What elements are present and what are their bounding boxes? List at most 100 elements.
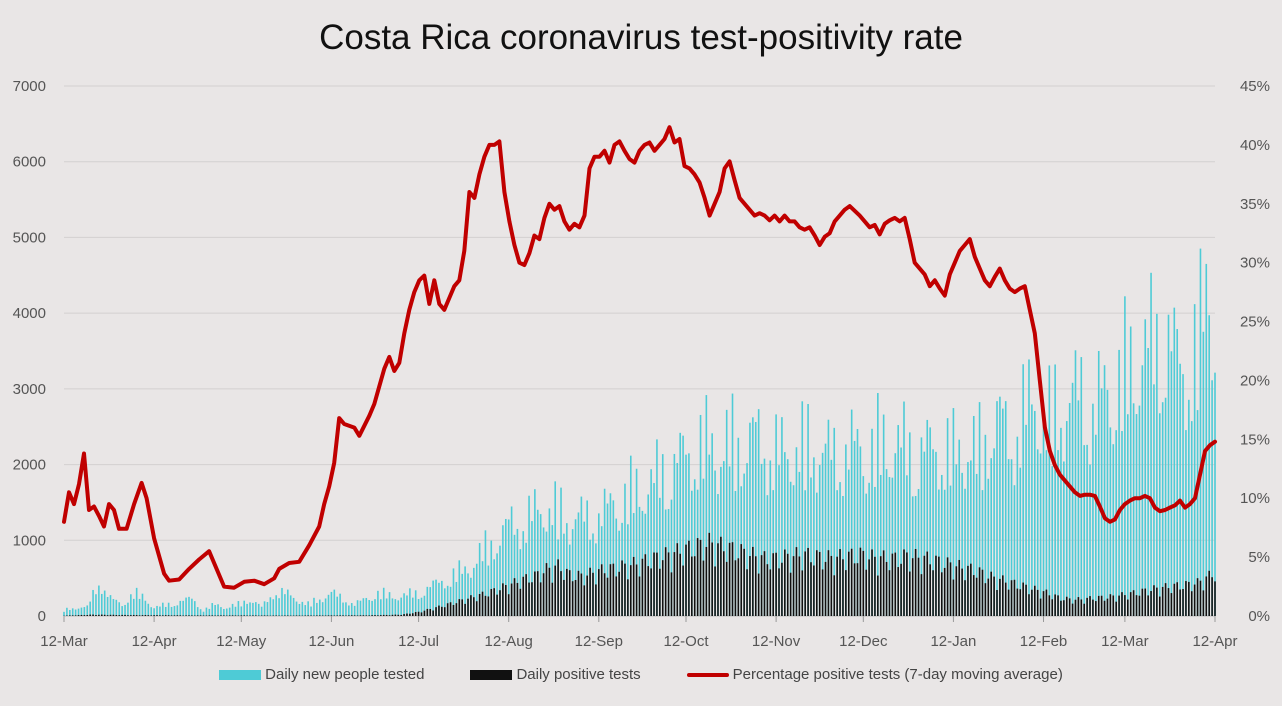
positive-bar [967,565,969,616]
tested-bar [391,598,394,616]
tested-bar [923,451,926,616]
positive-bar [897,567,899,616]
positive-bar [336,615,339,616]
tested-bar [255,602,257,616]
tested-bar [170,606,173,616]
tested-bar [211,603,214,616]
positive-bar [1095,601,1097,616]
positive-bar [406,613,408,616]
tested-bar [1010,459,1013,616]
tested-bar [534,489,536,616]
tested-bar [374,599,376,616]
tested-bar [214,605,216,616]
positive-bar [441,606,443,616]
y-left-tick-label: 7000 [13,78,46,95]
positive-bar [516,582,519,616]
positive-bar [1208,570,1210,616]
positive-bar [650,568,652,616]
positive-bar [1144,588,1147,616]
tested-bar [926,419,929,616]
positive-bar [185,615,187,616]
positive-bar [365,615,368,616]
tested-bar [975,473,978,616]
positive-bar [987,578,990,616]
tested-bar [1025,424,1027,616]
positive-bar [891,553,894,616]
tested-bar [682,435,684,616]
tested-bar [865,493,868,616]
tested-bar [185,597,187,616]
positive-bar [847,551,850,616]
positive-bar [179,615,182,616]
positive-bar [792,556,795,616]
tested-bar [196,607,199,616]
positive-bar [836,556,838,616]
tested-bar [138,598,141,616]
positive-bar [670,572,673,616]
tested-bar [955,464,958,616]
positive-bar [781,562,783,616]
positive-bar [414,612,417,616]
tested-bar [507,519,510,616]
legend-label-percent: Percentage positive tests (7-day moving … [732,666,1063,683]
positive-bar [879,556,882,616]
tested-bar [702,478,705,616]
tested-bar [830,459,833,616]
tested-bar [749,422,751,616]
tested-bar [83,607,86,616]
tested-bar [1054,364,1056,616]
tested-bar [324,598,327,616]
positive-bar [737,558,740,616]
positive-bar [1190,591,1193,616]
tested-bar [304,605,307,616]
y-right-tick-label: 5% [1248,549,1270,566]
positive-bar [708,532,711,616]
tested-bar [269,597,272,616]
positive-bar [580,573,583,616]
tested-bar [385,598,388,616]
tested-bar [284,594,286,616]
tested-bar [1205,263,1208,616]
tested-bar [885,469,888,616]
positive-bar [946,557,949,616]
tested-bar [1156,313,1158,616]
positive-bar [429,609,432,616]
y-left-tick-label: 4000 [13,305,46,322]
positive-bar [548,567,551,616]
tested-bar [1103,365,1106,616]
tested-bar [609,493,612,616]
tested-bar [676,462,679,616]
positive-bar [932,570,934,616]
tested-bar [1051,466,1054,616]
tested-bar [1013,485,1016,616]
tested-bar [109,595,112,616]
positive-bar [656,552,658,616]
positive-bar [330,615,333,616]
legend-item-tested: Daily new people tested [219,666,424,683]
tested-bar [342,602,344,616]
positive-bar [513,578,516,616]
positive-bar [499,590,501,616]
positive-bar [162,615,164,616]
tested-bar [882,414,885,616]
positive-bar [877,575,879,616]
positive-bar [255,615,257,616]
tested-bar [836,490,838,616]
positive-bar [458,599,461,616]
positive-bar [467,598,469,616]
positive-bar [1129,592,1132,616]
tested-bar [967,462,969,616]
positive-bar [109,614,112,616]
positive-bar [914,549,917,616]
tested-bar [996,401,998,616]
tested-bar [502,525,504,616]
positive-bar [525,574,527,616]
positive-bar [609,564,612,616]
tested-bar [647,494,650,616]
positive-bar [231,615,234,616]
positive-bar [859,547,862,616]
tested-bar [1176,329,1179,616]
positive-bar [1182,589,1184,616]
positive-bar [199,615,202,616]
tested-bar [818,465,821,616]
